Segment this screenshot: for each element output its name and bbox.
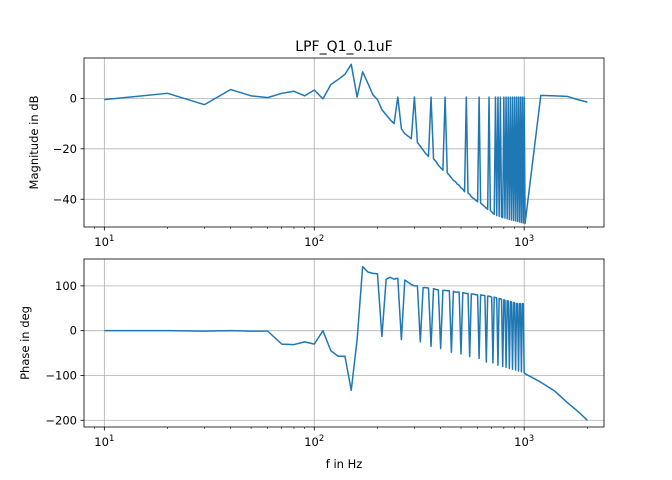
magnitude-x-tick-label: 103: [514, 234, 534, 249]
magnitude-x-tick-label: 102: [304, 234, 324, 249]
phase-xlabel: f in Hz: [326, 457, 363, 471]
phase-plot: 101 102 103 100 0 −100 −200 Phase in deg f in …: [18, 258, 605, 471]
magnitude-title: LPF_Q1_0.1uF: [295, 39, 392, 55]
magnitude-x-tick-label: 101: [94, 234, 114, 249]
magnitude-y-tick-label: 0: [70, 91, 77, 105]
phase-ylabel: Phase in deg: [18, 306, 32, 380]
phase-x-tick-label: 103: [514, 434, 534, 449]
phase-y-tick-label: −100: [45, 368, 77, 382]
magnitude-ylabel: Magnitude in dB: [27, 95, 41, 189]
phase-y-tick-label: 100: [55, 279, 77, 293]
magnitude-y-tick-label: −40: [53, 192, 77, 206]
phase-grid: [84, 259, 604, 427]
phase-series: [104, 265, 588, 421]
magnitude-ticks: 101 102 103 0 −20 −40: [53, 91, 588, 249]
magnitude-series: [104, 63, 588, 225]
phase-line: [104, 265, 588, 421]
magnitude-y-tick-label: −20: [53, 142, 77, 156]
magnitude-axes-frame: [83, 57, 605, 228]
phase-axes-frame: [83, 258, 605, 428]
phase-x-tick-label: 101: [94, 434, 114, 449]
magnitude-line: [104, 63, 588, 225]
phase-ticks: 101 102 103 100 0 −100 −200: [45, 279, 588, 449]
phase-y-tick-label: 0: [70, 324, 77, 338]
phase-x-tick-label: 102: [304, 434, 324, 449]
magnitude-plot: LPF_Q1_0.1uF 101 102 103 0 −20 −40 Magnitude …: [27, 39, 605, 249]
phase-y-tick-label: −200: [45, 413, 77, 427]
